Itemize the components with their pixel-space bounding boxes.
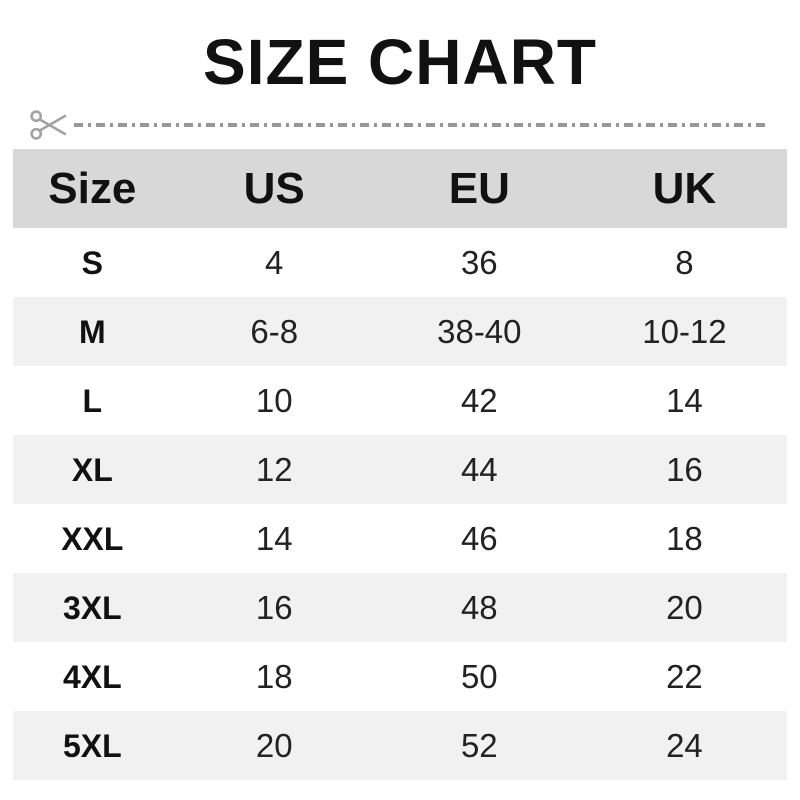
column-header: UK (581, 149, 787, 228)
table-cell: 20 (255, 727, 293, 764)
table-cell: XXL (61, 520, 124, 557)
table-cell: 44 (460, 451, 498, 488)
table-cell: 8 (675, 244, 694, 281)
column-header: Size (13, 149, 172, 228)
table-row: XL 12 44 16 (13, 435, 787, 504)
table-cell: 20 (666, 589, 703, 626)
cut-line (30, 108, 768, 142)
table-cell: XL (71, 451, 113, 488)
table-cell: 12 (255, 451, 293, 488)
scissors-icon (30, 110, 67, 140)
column-header: US (171, 149, 377, 228)
table-cell: 4XL (62, 658, 122, 695)
table-body: S 4 36 8 M 6-8 38-40 10-12 L 10 42 14 XL 12 44 16 XXL 14 4… (13, 228, 787, 780)
table-cell: 22 (666, 658, 703, 695)
table-row: M 6-8 38-40 10-12 (13, 297, 787, 366)
table-row: 4XL 18 50 22 (13, 642, 787, 711)
column-header: EU (376, 149, 582, 228)
table-cell: 16 (255, 589, 293, 626)
table-cell: 16 (666, 451, 703, 488)
table-cell: 24 (666, 727, 703, 764)
table-row: 5XL 20 52 24 (13, 711, 787, 780)
table-cell: 38-40 (437, 313, 522, 350)
table-cell: 10 (255, 382, 293, 419)
table-cell: S (81, 244, 103, 281)
table-row: 3XL 16 48 20 (13, 573, 787, 642)
page-title: SIZE CHART (203, 26, 597, 98)
table-row: L 10 42 14 (13, 366, 787, 435)
table-cell: 50 (460, 658, 498, 695)
table-cell: 52 (460, 727, 498, 764)
table-cell: 10-12 (642, 313, 727, 350)
table-cell: 18 (255, 658, 293, 695)
table-cell: M (79, 313, 106, 350)
size-chart-table: Size US EU UK S 4 36 8 M 6-8 38-40 10-12 L 10 42 14 XL 1… (13, 149, 787, 780)
table-cell: 14 (666, 382, 703, 419)
table-cell: 6-8 (250, 313, 299, 350)
cut-dashed-line (74, 123, 768, 127)
table-cell: 46 (460, 520, 498, 557)
table-cell: 5XL (62, 727, 122, 764)
table-row: S 4 36 8 (13, 228, 787, 297)
table-row: XXL 14 46 18 (13, 504, 787, 573)
table-cell: 4 (265, 244, 284, 281)
header-row: Size US EU UK (13, 149, 787, 228)
table-cell: 36 (460, 244, 498, 281)
table-cell: L (82, 382, 103, 419)
table-cell: 42 (460, 382, 498, 419)
table-cell: 18 (666, 520, 703, 557)
table-cell: 3XL (62, 589, 122, 626)
table-cell: 48 (460, 589, 498, 626)
table-cell: 14 (255, 520, 293, 557)
